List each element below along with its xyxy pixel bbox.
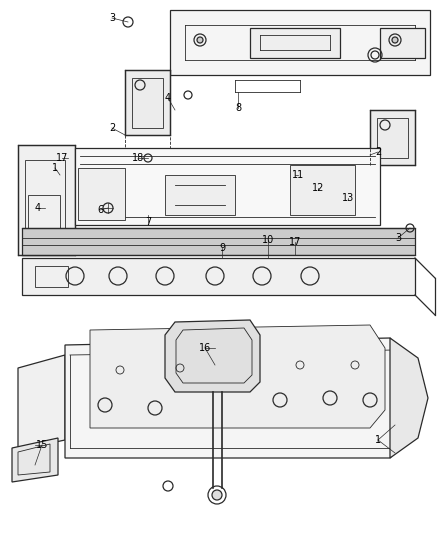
Text: 12: 12: [312, 183, 324, 193]
Text: 13: 13: [342, 193, 354, 203]
Text: 11: 11: [292, 170, 304, 180]
Polygon shape: [165, 320, 260, 392]
Text: 16: 16: [199, 343, 211, 353]
Polygon shape: [12, 438, 58, 482]
Circle shape: [197, 37, 203, 43]
Text: 17: 17: [56, 153, 68, 163]
Polygon shape: [390, 338, 428, 458]
Polygon shape: [250, 28, 340, 58]
Polygon shape: [65, 338, 410, 458]
Polygon shape: [90, 325, 385, 428]
Text: 3: 3: [395, 233, 401, 243]
Polygon shape: [290, 165, 355, 215]
Polygon shape: [78, 168, 125, 220]
Text: 7: 7: [145, 217, 151, 227]
Text: 3: 3: [109, 13, 115, 23]
Polygon shape: [22, 228, 415, 255]
Polygon shape: [170, 10, 430, 75]
Text: 1: 1: [375, 435, 381, 445]
Polygon shape: [75, 148, 380, 225]
Polygon shape: [125, 70, 170, 135]
Polygon shape: [18, 145, 75, 255]
Text: 2: 2: [375, 147, 381, 157]
Text: 6: 6: [97, 205, 103, 215]
Polygon shape: [22, 258, 415, 295]
Polygon shape: [165, 175, 235, 215]
Text: 17: 17: [289, 237, 301, 247]
Polygon shape: [380, 28, 425, 58]
Text: 8: 8: [235, 103, 241, 113]
Text: 10: 10: [262, 235, 274, 245]
Text: 18: 18: [132, 153, 144, 163]
Text: 15: 15: [36, 440, 48, 450]
Polygon shape: [370, 110, 415, 165]
Text: 1: 1: [52, 163, 58, 173]
Text: 9: 9: [219, 243, 225, 253]
Polygon shape: [18, 355, 65, 450]
Circle shape: [212, 490, 222, 500]
Text: 4: 4: [165, 93, 171, 103]
Text: 4: 4: [35, 203, 41, 213]
Text: 2: 2: [109, 123, 115, 133]
Circle shape: [392, 37, 398, 43]
